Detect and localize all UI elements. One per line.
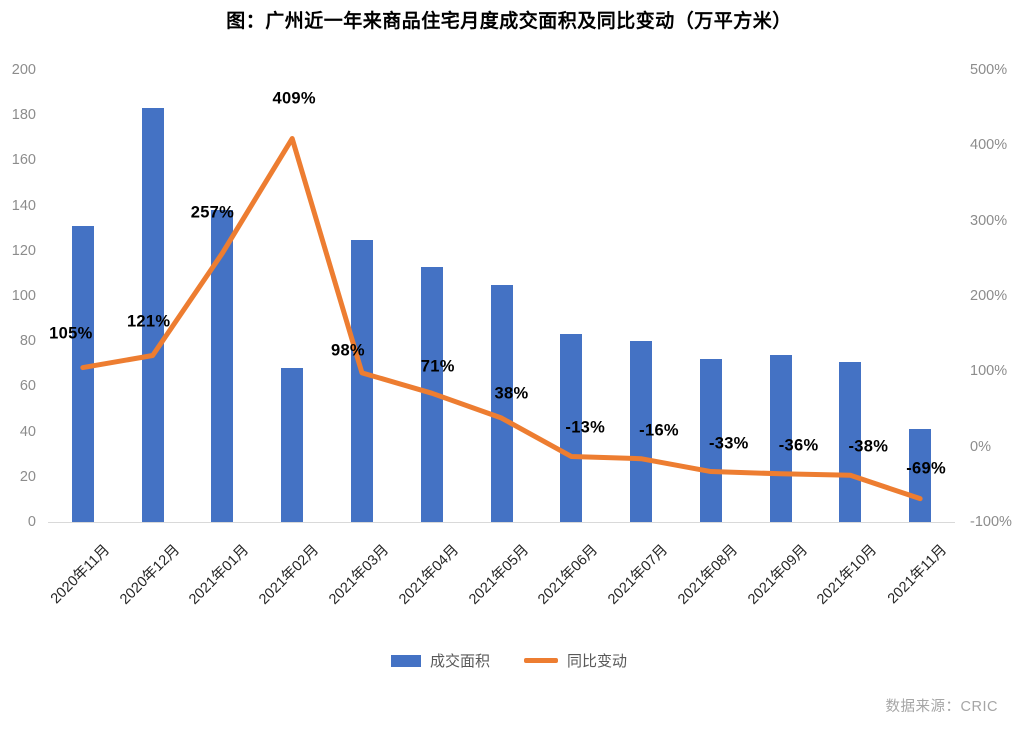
y-axis-left: 200 180 160 140 120 100 80 60 40 20 0 [0,58,42,536]
data-label: 71% [420,357,455,376]
x-axis-label: 2021年06月 [535,541,602,608]
y-tick-right: 200% [970,288,1008,304]
data-label: 409% [272,89,316,108]
y-tick-left: 120 [11,242,36,259]
data-label: 105% [49,324,93,343]
y-tick-left: 160 [11,152,36,169]
bar[interactable] [211,210,234,522]
x-axis-line [48,522,955,523]
legend-item-yoy[interactable]: 同比变动 [524,650,627,671]
y-tick-left: 40 [19,423,36,440]
bar[interactable] [281,368,304,522]
y-tick-left: 140 [11,197,36,214]
bar[interactable] [560,334,583,522]
y-tick-left: 0 [27,514,36,530]
y-tick-left: 60 [19,378,36,395]
y-tick-left: 20 [19,468,36,485]
y-tick-right: 500% [970,62,1008,78]
plot-area [48,70,955,522]
x-axis-label: 2020年12月 [116,541,183,608]
data-label: -36% [778,436,819,455]
x-axis-label: 2021年09月 [744,541,811,608]
bar[interactable] [699,359,722,522]
legend-bar-swatch-icon [390,654,421,667]
legend-line-swatch-icon [524,658,558,663]
y-tick-left: 200 [11,62,36,78]
chart-legend: 成交面积 同比变动 [0,650,1018,671]
bar[interactable] [141,108,164,522]
source-note: 数据来源：CRIC [885,699,998,715]
bar[interactable] [490,284,513,522]
x-axis-label: 2021年04月 [395,541,462,608]
x-axis-label: 2021年07月 [605,541,672,608]
y-tick-right: 400% [970,137,1008,154]
x-axis-label: 2021年01月 [186,541,253,608]
legend-label-area: 成交面积 [429,653,490,670]
data-label: -16% [639,421,679,440]
data-label: 38% [494,384,529,403]
y-tick-right: 100% [970,363,1008,380]
x-axis-label: 2021年03月 [326,541,393,608]
line-path [80,136,923,502]
x-axis-labels: 2020年11月 2020年12月 2021年01月 2021年02月 2021年03月… [48,525,955,635]
data-label: 121% [126,312,171,330]
legend-label-yoy: 同比变动 [567,653,628,670]
data-label: -69% [906,459,946,478]
chart-title: 图：广州近一年来商品住宅月度成交面积及同比变动（万平方米） [226,11,792,32]
y-tick-left: 100 [11,288,36,304]
bar[interactable] [350,239,373,522]
x-axis-label: 2021年11月 [884,541,951,608]
data-label: 257% [190,203,235,222]
bar[interactable] [839,361,862,522]
y-tick-right: -100% [970,514,1012,530]
x-axis-label: 2021年08月 [674,541,741,608]
y-axis-right: 500% 400% 300% 200% 100% 0% -100% [962,58,1018,536]
x-axis-label: 2020年11月 [47,541,114,608]
y-tick-right: 0% [970,438,991,455]
data-label: -13% [565,418,606,437]
bar[interactable] [630,341,653,522]
data-label: -33% [708,434,749,453]
bar[interactable] [71,225,94,522]
y-tick-left: 180 [11,107,36,124]
x-axis-label: 2021年05月 [465,541,532,608]
x-axis-label: 2021年10月 [814,541,881,608]
data-label: 98% [330,341,365,360]
bar[interactable] [769,354,792,522]
line-series-同比变动 [80,136,923,502]
x-axis-label: 2021年02月 [256,541,323,608]
legend-item-area[interactable]: 成交面积 [390,650,490,671]
y-tick-right: 300% [970,212,1008,229]
y-tick-left: 80 [19,333,36,350]
data-label: -38% [848,437,889,456]
